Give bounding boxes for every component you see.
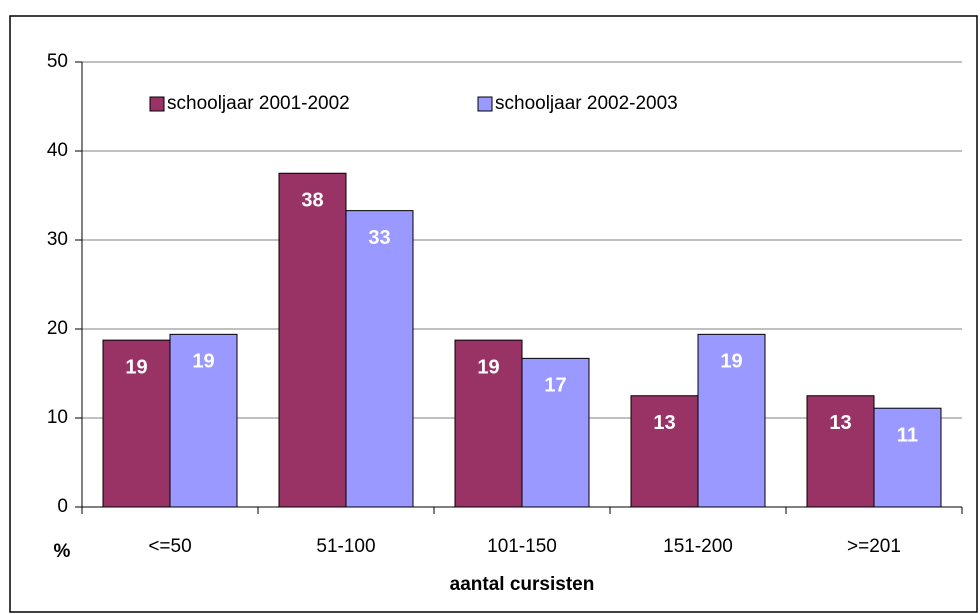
y-tick-label: 0 (57, 496, 68, 517)
bar (521, 357, 590, 508)
bar (806, 395, 875, 508)
value-label: 11 (897, 424, 918, 446)
value-label: 38 (301, 190, 323, 212)
bar (630, 395, 699, 508)
bar (873, 407, 942, 508)
bar (278, 172, 347, 508)
x-tick-label: <=50 (148, 536, 191, 557)
legend-label: schooljaar 2001-2002 (167, 93, 350, 114)
bar (102, 339, 171, 508)
x-tick-label: 151-200 (663, 536, 733, 557)
bar (169, 333, 238, 508)
y-tick-label: 50 (47, 51, 68, 72)
x-tick-label: 51-100 (316, 536, 375, 557)
bar (697, 333, 766, 508)
y-tick-label: 20 (47, 318, 68, 339)
legend-swatch (149, 96, 165, 112)
value-label: 13 (653, 412, 675, 434)
value-label: 13 (829, 412, 851, 434)
legend-swatch (477, 96, 493, 112)
x-axis-label: aantal cursisten (450, 574, 595, 595)
y-tick-label: 10 (47, 407, 68, 428)
x-tick-label: >=201 (847, 536, 901, 557)
y-tick-label: 30 (47, 229, 68, 250)
bar (345, 210, 414, 508)
value-label: 19 (477, 356, 499, 378)
value-label: 33 (368, 227, 390, 249)
y-tick-label: 40 (47, 140, 68, 161)
chart-border (9, 15, 978, 613)
value-label: 19 (125, 356, 147, 378)
value-label: 19 (720, 351, 742, 373)
value-label: 17 (544, 375, 566, 397)
legend-label: schooljaar 2002-2003 (495, 93, 678, 114)
value-label: 19 (192, 351, 214, 373)
x-tick-label: 101-150 (487, 536, 557, 557)
y-axis-label: % (54, 541, 71, 562)
